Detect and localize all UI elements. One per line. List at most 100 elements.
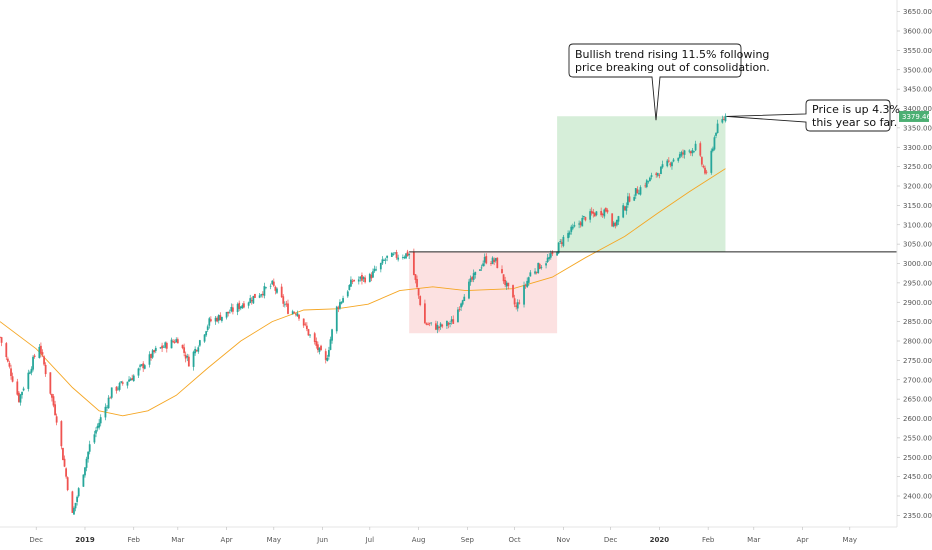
candle-body-170 [373, 268, 376, 272]
candle-body-169 [372, 271, 374, 278]
candle-body-29 [63, 458, 66, 467]
candle-body-236 [518, 302, 521, 304]
candle-body-72 [159, 347, 162, 349]
y-tick-label-1: 2400.00 [903, 493, 932, 501]
candle-body-316 [694, 143, 697, 151]
candle-body-64 [140, 364, 143, 366]
candle-body-307 [677, 157, 680, 161]
candle-body-39 [85, 458, 88, 468]
candle-body-324 [713, 137, 716, 150]
y-tick-label-20: 3350.00 [903, 124, 932, 132]
candle-body-183 [403, 256, 406, 259]
ytd-callout-line-2: this year so far. [812, 116, 897, 129]
candle-body-13 [29, 372, 31, 374]
candle-body-280 [615, 219, 618, 226]
candle-body-204 [449, 323, 451, 324]
candle-body-191 [419, 296, 422, 305]
candle-body-92 [203, 334, 206, 342]
candle-body-196 [430, 322, 433, 324]
candle-body-323 [711, 148, 714, 151]
candle-body-61 [132, 375, 135, 382]
y-tick-label-13: 3000.00 [903, 260, 932, 268]
y-tick-label-14: 3050.00 [903, 241, 932, 249]
candle-body-51 [110, 387, 113, 398]
candle-body-247 [545, 263, 547, 266]
candle-body-232 [512, 285, 514, 298]
y-tick-label-23: 3500.00 [903, 66, 932, 74]
candle-body-48 [106, 406, 108, 408]
candle-body-160 [351, 281, 354, 282]
candle-body-5 [10, 368, 12, 377]
candle-body-28 [62, 447, 64, 461]
candle-body-155 [340, 301, 343, 304]
x-tick-label-11: Nov [557, 536, 571, 544]
candle-body-203 [447, 322, 450, 325]
candle-body-278 [612, 222, 615, 227]
candle-body-79 [173, 341, 176, 343]
candle-body-56 [121, 382, 124, 384]
candle-body-303 [667, 160, 670, 162]
candle-body-86 [187, 356, 190, 367]
candle-body-30 [65, 468, 67, 477]
candle-body-95 [208, 318, 211, 326]
candle-body-225 [494, 258, 497, 261]
candle-body-293 [645, 180, 648, 188]
breakout-zone [557, 116, 726, 252]
candle-body-100 [219, 315, 222, 321]
candle-body-107 [236, 303, 239, 313]
candle-body-250 [549, 253, 552, 258]
candle-body-212 [468, 281, 470, 299]
candle-body-192 [423, 303, 426, 324]
candle-body-276 [606, 209, 609, 213]
candle-body-31 [66, 477, 69, 491]
candle-body-285 [627, 196, 629, 206]
candle-body-261 [573, 225, 576, 227]
candle-body-132 [291, 311, 294, 315]
y-tick-label-11: 2900.00 [903, 299, 932, 307]
x-tick-label-9: Sep [461, 536, 475, 544]
candle-body-211 [463, 296, 466, 301]
x-tick-label-6: Jun [316, 536, 328, 544]
candle-body-42 [93, 434, 96, 443]
candle-body-143 [315, 341, 318, 346]
candle-body-233 [513, 298, 516, 305]
candle-body-301 [661, 164, 664, 168]
candle-body-305 [671, 162, 673, 167]
candle-body-248 [546, 257, 549, 263]
candle-body-182 [401, 257, 404, 258]
candle-body-46 [99, 417, 102, 424]
last-price-badge [899, 110, 929, 122]
candle-body-153 [337, 307, 340, 309]
candle-body-8 [17, 392, 20, 402]
candle-body-162 [357, 279, 360, 282]
candle-body-258 [568, 232, 571, 235]
candle-body-260 [571, 226, 574, 229]
candle-body-224 [493, 259, 496, 262]
candle-body-189 [416, 279, 418, 288]
candle-body-322 [710, 150, 713, 173]
candle-body-310 [682, 152, 684, 155]
candle-body-287 [633, 197, 636, 201]
candle-body-43 [95, 430, 97, 434]
candle-body-69 [151, 350, 154, 358]
candle-body-17 [38, 346, 41, 359]
candle-body-102 [225, 311, 228, 318]
candle-body-296 [650, 175, 653, 177]
candle-body-25 [54, 404, 56, 416]
candle-body-9 [19, 394, 22, 403]
candle-body-304 [669, 163, 672, 166]
y-tick-label-21: 3400.00 [903, 105, 932, 113]
candle-body-0 [0, 336, 1, 338]
candle-body-229 [504, 280, 507, 285]
candle-body-3 [6, 358, 9, 362]
candle-body-222 [490, 263, 492, 264]
breakout-callout-bubble [568, 43, 742, 121]
candle-body-55 [120, 381, 123, 383]
candle-body-53 [117, 388, 119, 390]
y-tick-label-2: 2450.00 [903, 473, 932, 481]
x-tick-label-8: Aug [412, 536, 426, 544]
candle-body-90 [197, 347, 200, 352]
candle-body-173 [381, 259, 384, 264]
candle-body-62 [137, 368, 140, 376]
